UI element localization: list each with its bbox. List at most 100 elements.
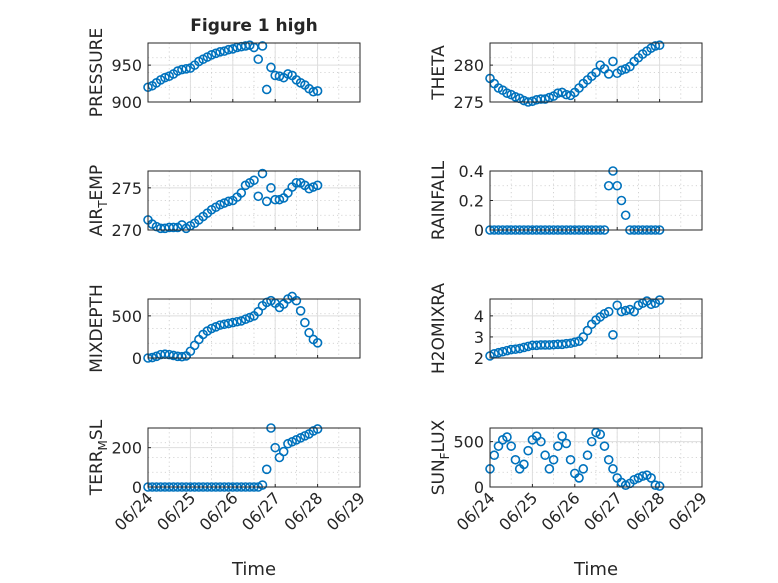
axes-outline xyxy=(489,298,703,359)
x-axis-label-right: Time xyxy=(573,559,618,580)
data-point xyxy=(502,432,512,442)
data-point xyxy=(519,459,529,470)
data-point xyxy=(181,64,191,74)
data-point xyxy=(291,178,302,188)
subplot-6: 2 3 4 H2OMIXRA xyxy=(429,283,703,374)
data-point xyxy=(215,47,225,57)
data-point xyxy=(629,306,639,317)
data-point xyxy=(616,65,627,76)
data-point xyxy=(206,49,217,60)
y-tick-label: 0 xyxy=(474,221,484,240)
data-point xyxy=(274,194,285,205)
x-tick-label: 06/27 xyxy=(238,488,284,534)
data-point xyxy=(211,48,221,59)
data-point xyxy=(608,464,618,474)
data-point xyxy=(308,182,319,192)
data-point xyxy=(582,325,593,336)
x-tick-label: 06/25 xyxy=(495,488,541,534)
data-point xyxy=(295,305,306,316)
y-tick-label: 200 xyxy=(111,439,142,458)
x-axis-label-left: Time xyxy=(231,559,276,580)
x-tick-label: 06/26 xyxy=(538,488,584,534)
y-axis-label: AIRTEMP xyxy=(87,165,110,236)
data-point xyxy=(266,62,276,73)
y-axis-label: PRESSURE xyxy=(87,28,107,117)
y-tick-label: 2 xyxy=(474,349,484,368)
data-point xyxy=(519,342,529,353)
axes-outline xyxy=(147,427,361,488)
data-point xyxy=(236,188,247,198)
data-point xyxy=(493,347,504,358)
data-point xyxy=(574,473,584,483)
data-point xyxy=(257,168,268,179)
data-point xyxy=(510,454,521,465)
data-point xyxy=(278,446,289,457)
y-tick-label: 3 xyxy=(474,328,484,347)
data-point xyxy=(244,312,255,323)
data-point xyxy=(586,436,597,447)
x-tick-label: 06/28 xyxy=(622,488,668,534)
y-tick-label: 0.2 xyxy=(459,192,484,211)
data-point xyxy=(274,71,285,81)
data-point xyxy=(206,323,217,334)
y-axis-label: THETA xyxy=(429,45,449,101)
data-point xyxy=(291,295,302,306)
data-point xyxy=(257,41,268,51)
data-point xyxy=(177,351,187,362)
data-point xyxy=(261,464,272,475)
y-tick-label: 280 xyxy=(453,56,484,75)
axes-outline xyxy=(489,42,703,103)
data-point xyxy=(561,438,572,449)
x-tick-label: 06/26 xyxy=(196,488,242,534)
data-point xyxy=(565,338,576,349)
data-point xyxy=(502,88,512,98)
data-point xyxy=(219,46,230,56)
data-point xyxy=(257,480,268,490)
y-tick-label: 4 xyxy=(474,307,484,326)
y-tick-label: 0.4 xyxy=(459,162,484,181)
data-point xyxy=(548,454,559,465)
data-point xyxy=(160,72,170,83)
y-tick-label: 270 xyxy=(111,221,142,240)
data-point xyxy=(591,67,601,78)
y-tick-label: 950 xyxy=(111,56,142,75)
data-point xyxy=(620,210,631,221)
data-point xyxy=(608,330,618,340)
y-axis-label: TERRMSL xyxy=(87,419,110,496)
y-tick-label: 500 xyxy=(111,307,142,326)
data-point xyxy=(654,481,665,491)
data-point xyxy=(266,183,276,193)
data-point xyxy=(553,441,563,451)
data-point xyxy=(236,316,247,326)
data-point xyxy=(561,89,572,100)
data-point xyxy=(557,431,567,441)
data-point xyxy=(616,306,627,317)
data-point xyxy=(223,44,234,55)
data-point xyxy=(540,450,550,461)
y-axis-label: H2OMIXRA xyxy=(429,283,449,374)
data-point xyxy=(595,429,606,440)
x-tick-label: 06/28 xyxy=(280,488,326,534)
data-point xyxy=(616,195,627,206)
data-point xyxy=(650,41,661,51)
data-point xyxy=(312,338,323,348)
data-point xyxy=(514,343,525,354)
data-point xyxy=(646,473,656,483)
x-tick-label: 06/29 xyxy=(323,488,369,534)
data-point xyxy=(312,424,323,434)
data-point xyxy=(261,84,272,95)
data-point xyxy=(304,183,314,194)
data-point xyxy=(215,199,225,210)
axes-outline xyxy=(489,170,703,231)
y-axis-label: RAINFALL xyxy=(429,160,449,240)
data-point xyxy=(637,471,648,481)
data-point xyxy=(211,322,221,332)
data-point xyxy=(304,327,314,338)
data-point xyxy=(650,480,661,490)
subplot-7: 0200TERRMSL06/2406/2506/2606/2706/2806/2… xyxy=(87,419,369,534)
data-point xyxy=(283,69,293,79)
data-point xyxy=(312,180,323,191)
